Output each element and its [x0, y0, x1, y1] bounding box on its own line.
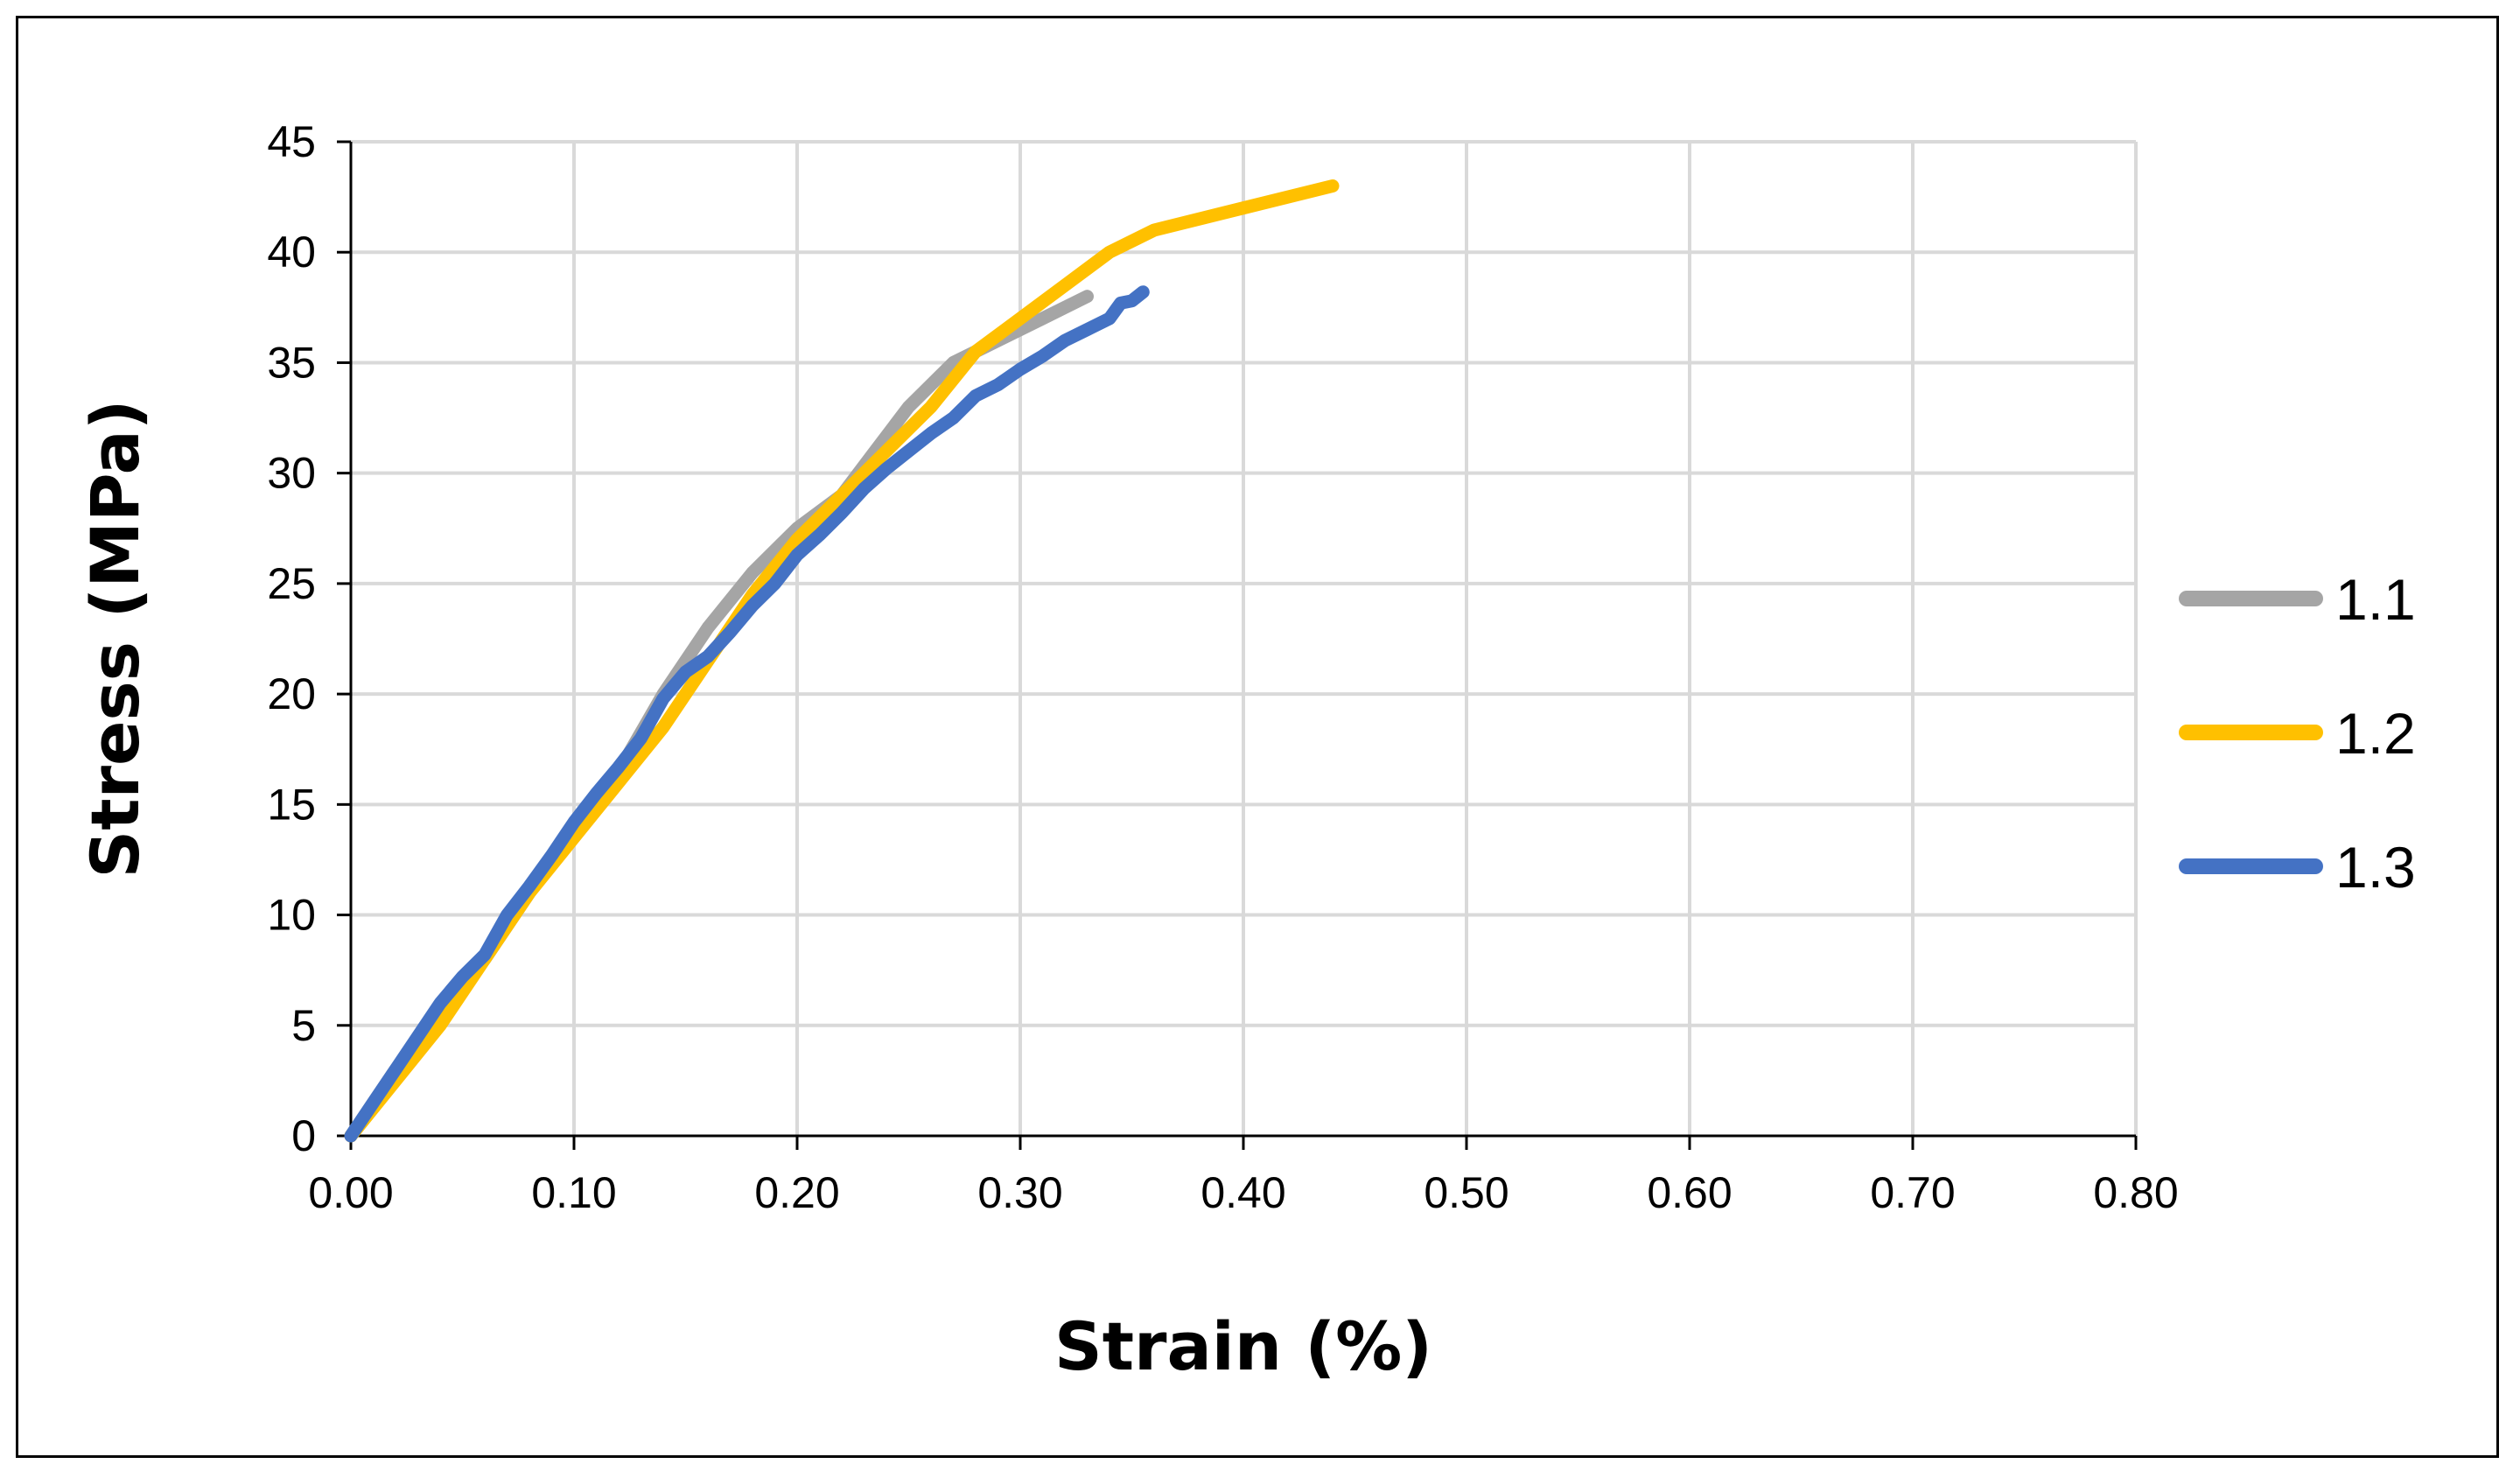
- y-tick-label: 20: [267, 669, 316, 718]
- legend-label: 1.1: [2335, 567, 2416, 632]
- y-tick-label: 5: [291, 1001, 316, 1050]
- legend: 1.1 1.2 1.3: [2179, 567, 2416, 900]
- y-axis-title: Stress (MPa): [76, 399, 154, 878]
- chart-frame: 0 5 10 15 20 25 30 35 40 45 0.00 0.10 0.20 0.30 0.40 0.…: [16, 16, 2499, 1458]
- x-tick-label: 0.20: [754, 1168, 839, 1217]
- grid-layer: [351, 140, 2138, 1136]
- legend-item: 1.2: [2179, 701, 2416, 766]
- y-tick-label: 40: [267, 228, 316, 277]
- x-tick-label: 0.30: [977, 1168, 1062, 1217]
- x-axis-title: Strain (%): [1054, 1307, 1432, 1385]
- x-tick-label: 0.40: [1200, 1168, 1285, 1217]
- legend-item: 1.3: [2179, 835, 2416, 900]
- y-tick-label: 35: [267, 338, 316, 387]
- x-tick-label: 0.80: [2093, 1168, 2178, 1217]
- y-tick-label: 15: [267, 780, 316, 829]
- legend-label: 1.3: [2335, 835, 2416, 900]
- x-tick-label: 0.70: [1870, 1168, 1955, 1217]
- x-tick-label: 0.00: [308, 1168, 393, 1217]
- y-tick-label: 25: [267, 559, 316, 608]
- y-tick-label: 10: [267, 891, 316, 940]
- x-tick-label: 0.60: [1647, 1168, 1732, 1217]
- legend-item: 1.1: [2179, 567, 2416, 632]
- y-tick-label: 30: [267, 449, 316, 498]
- axis-layer: [337, 140, 2138, 1150]
- x-tick-label: 0.10: [531, 1168, 616, 1217]
- series-line-1-1: [344, 290, 1094, 1143]
- stress-strain-chart: 0 5 10 15 20 25 30 35 40 45 0.00 0.10 0.20 0.30 0.40 0.…: [76, 117, 2416, 1385]
- series-layer: [344, 179, 1340, 1143]
- tick-label-layer: 0 5 10 15 20 25 30 35 40 45 0.00 0.10 0.20 0.30 0.40 0.…: [267, 117, 2178, 1217]
- x-tick-label: 0.50: [1424, 1168, 1508, 1217]
- y-tick-label: 0: [291, 1111, 316, 1160]
- series-line-1-2: [344, 179, 1340, 1143]
- legend-label: 1.2: [2335, 701, 2416, 766]
- y-tick-label: 45: [267, 117, 316, 166]
- series-line-1-3: [344, 285, 1150, 1143]
